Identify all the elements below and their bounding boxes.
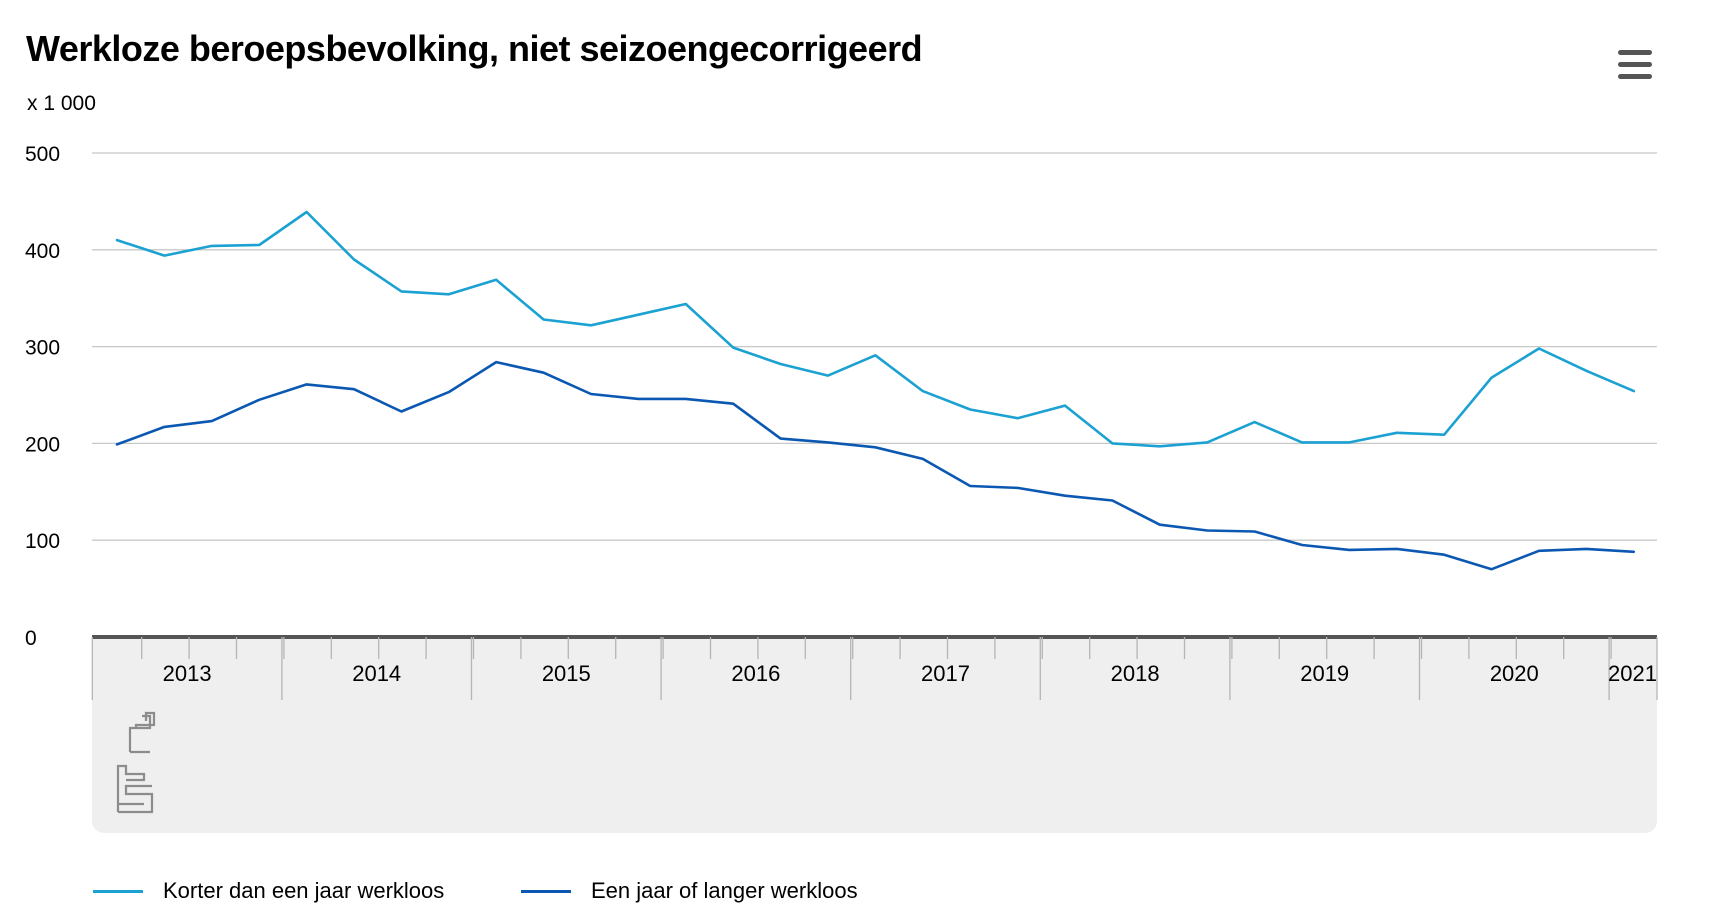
series-line-1[interactable] xyxy=(115,210,1636,448)
legend-label-series-2: Een jaar of langer werkloos xyxy=(591,878,858,903)
x-tick-label: 2018 xyxy=(1111,661,1160,686)
x-tick-label: 2014 xyxy=(352,661,401,686)
x-tick-label: 2015 xyxy=(542,661,591,686)
y-axis-unit-label: x 1 000 xyxy=(27,92,96,115)
hamburger-menu-icon[interactable] xyxy=(1616,48,1656,82)
y-axis-tick-labels: 0 100 200 300 400 500 xyxy=(25,143,60,650)
navigator-background[interactable] xyxy=(92,637,1657,833)
y-tick-label: 400 xyxy=(25,240,60,263)
x-tick-label: 2020 xyxy=(1490,661,1539,686)
legend-label-series-1: Korter dan een jaar werkloos xyxy=(163,878,445,903)
legend-item-series-2[interactable]: Een jaar of langer werkloos xyxy=(521,876,858,906)
x-axis: 2013 2014 2015 2016 2017 2018 2019 2020 2021 xyxy=(91,635,1658,700)
x-tick-label: 2013 xyxy=(163,661,212,686)
x-tick-label: 2017 xyxy=(921,661,970,686)
y-tick-label: 500 xyxy=(25,143,60,166)
range-navigator[interactable] xyxy=(92,637,1657,833)
chart-title: Werkloze beroepsbevolking, niet seizoeng… xyxy=(26,28,923,69)
legend-swatch-series-2 xyxy=(521,889,571,893)
series-line-2[interactable] xyxy=(115,360,1636,571)
y-tick-label: 200 xyxy=(25,433,60,456)
y-tick-label: 100 xyxy=(25,530,60,553)
cbs-logo-icon xyxy=(116,711,156,814)
x-tick-label: 2016 xyxy=(731,661,780,686)
legend-swatch-series-1 xyxy=(93,889,143,893)
grid-lines xyxy=(92,152,1657,541)
series-lines xyxy=(115,210,1636,571)
y-tick-label: 0 xyxy=(25,627,37,650)
x-tick-label: 2019 xyxy=(1300,661,1349,686)
x-tick-label: 2021 xyxy=(1608,661,1657,686)
y-tick-label: 300 xyxy=(25,337,60,360)
legend-item-series-1[interactable]: Korter dan een jaar werkloos xyxy=(93,876,444,906)
